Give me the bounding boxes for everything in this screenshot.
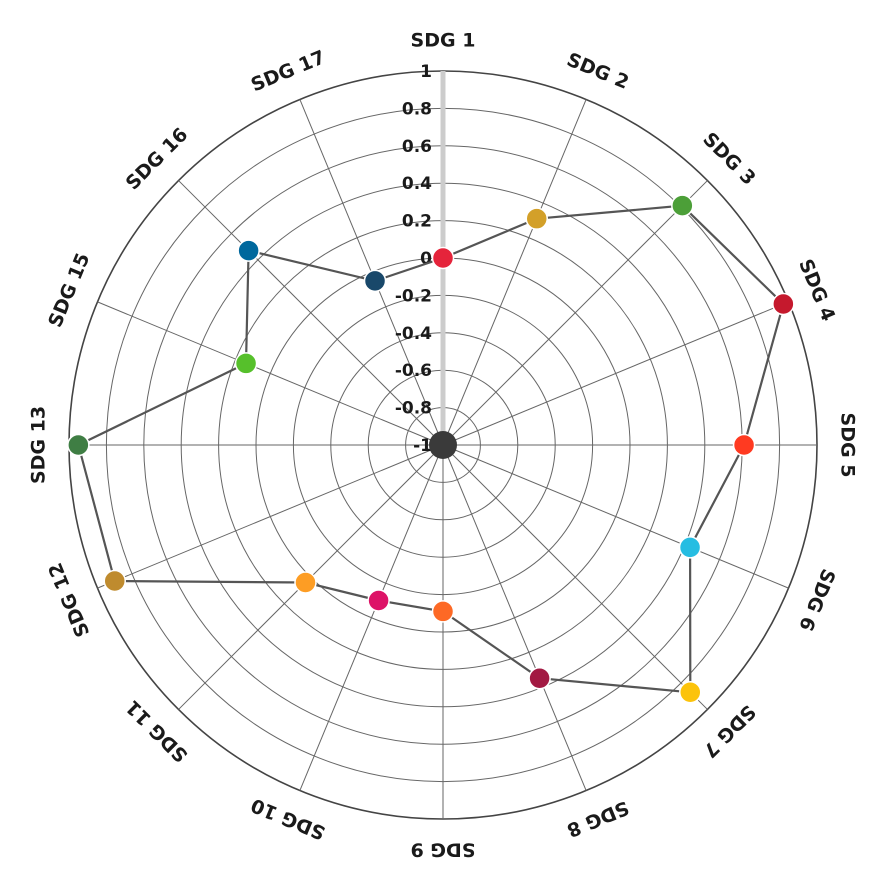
rtick-label: -1 (413, 436, 432, 456)
rtick-label: -0.2 (395, 286, 432, 306)
data-point (772, 292, 795, 316)
rtick-label: 1 (420, 62, 432, 82)
data-point (528, 666, 551, 690)
data-point (671, 194, 694, 217)
data-point (237, 239, 260, 262)
category-label: SDG 2 (564, 49, 632, 94)
data-point (732, 433, 756, 457)
rtick-label: -0.4 (395, 324, 432, 344)
category-label: SDG 9 (411, 839, 476, 861)
data-point (678, 536, 702, 559)
data-points (67, 194, 795, 704)
data-point (294, 571, 317, 594)
category-label: SDG 1 (411, 30, 476, 52)
rtick-label: 0.2 (402, 212, 432, 232)
rtick-label: 0.4 (402, 174, 432, 194)
spoke (442, 180, 708, 446)
category-label: SDG 5 (837, 413, 859, 478)
data-point (363, 269, 387, 293)
spoke (442, 444, 587, 791)
data-point (431, 600, 455, 623)
rtick-label: 0.6 (402, 137, 432, 157)
category-label: SDG 4 (794, 256, 839, 324)
data-point (103, 569, 126, 593)
data-point (367, 589, 390, 612)
spoke (97, 301, 444, 446)
category-label: SDG 13 (28, 406, 50, 484)
spoke (442, 444, 789, 589)
category-label: SDG 12 (44, 560, 94, 641)
category-label: SDG 10 (248, 794, 329, 844)
spoke (442, 99, 587, 446)
data-point (234, 352, 258, 375)
data-point (67, 433, 90, 457)
category-label: SDG 17 (248, 46, 329, 96)
data-point (679, 681, 702, 704)
category-label: SDG 15 (44, 250, 94, 331)
data-point (431, 246, 455, 270)
rtick-label: -0.8 (395, 399, 432, 419)
category-label: SDG 6 (794, 566, 839, 634)
category-label: SDG 8 (564, 796, 632, 841)
spoke (178, 180, 444, 446)
spoke (299, 444, 444, 791)
rtick-label: -0.6 (395, 361, 432, 381)
data-point (525, 207, 548, 230)
spoke (97, 444, 444, 589)
center-point (429, 431, 457, 459)
rtick-label: 0.8 (402, 99, 432, 119)
spoke (442, 301, 789, 446)
spoke (442, 444, 708, 710)
radial-tick-labels: 10.80.60.40.20-0.2-0.4-0.6-0.8-1 (395, 62, 432, 456)
